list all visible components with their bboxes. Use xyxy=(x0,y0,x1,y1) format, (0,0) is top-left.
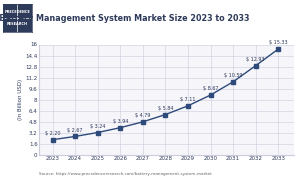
Text: $ 7.11: $ 7.11 xyxy=(180,97,196,102)
Text: $ 2.67: $ 2.67 xyxy=(68,128,83,133)
Text: $ 12.93: $ 12.93 xyxy=(246,57,265,62)
Text: $ 3.94: $ 3.94 xyxy=(112,119,128,124)
Text: $ 10.59: $ 10.59 xyxy=(224,73,242,78)
Text: $ 8.67: $ 8.67 xyxy=(203,86,218,91)
Text: $ 5.84: $ 5.84 xyxy=(158,106,173,111)
Text: $ 3.24: $ 3.24 xyxy=(90,124,105,129)
Text: PRECEDENCE: PRECEDENCE xyxy=(4,10,30,14)
Text: $ 2.20: $ 2.20 xyxy=(45,131,60,136)
Text: Source: https://www.precedenceresearch.com/battery-management-system-market: Source: https://www.precedenceresearch.c… xyxy=(39,172,212,176)
Text: RESEARCH: RESEARCH xyxy=(7,22,28,26)
Text: U.S. Battery Management System Market Size 2023 to 2033: U.S. Battery Management System Market Si… xyxy=(0,14,250,23)
Y-axis label: (In Billion USD): (In Billion USD) xyxy=(18,79,22,120)
Text: $ 4.79: $ 4.79 xyxy=(135,113,151,118)
Text: $ 15.33: $ 15.33 xyxy=(269,40,287,45)
